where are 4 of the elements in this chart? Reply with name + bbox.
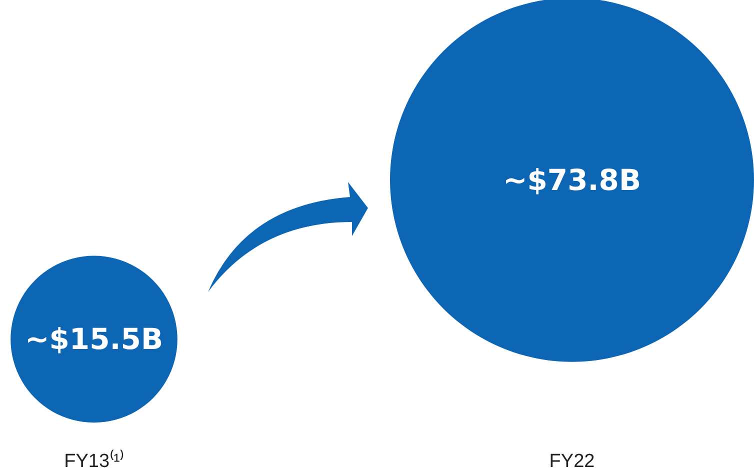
category-label: FY22 [549,451,595,472]
category-label: FY13⁽¹⁾ [64,449,124,472]
data-label: ~$73.8B [502,162,642,197]
data-label: ~$15.5B [24,322,164,356]
